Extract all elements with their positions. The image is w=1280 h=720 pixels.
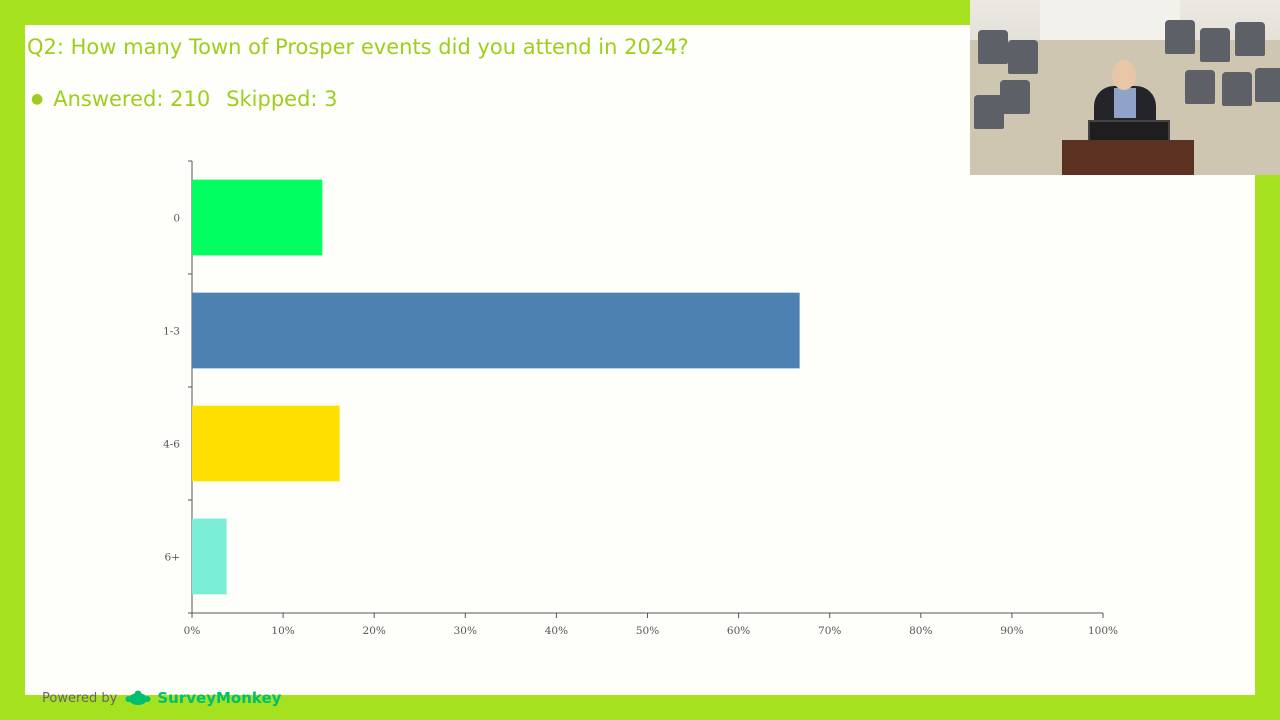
- chair-icon: [1185, 70, 1215, 104]
- chair-icon: [1222, 72, 1252, 106]
- chair-icon: [1008, 40, 1038, 74]
- footer-prefix: Powered by: [42, 690, 118, 706]
- chair-icon: [978, 30, 1008, 64]
- x-tick-label: 80%: [909, 625, 932, 637]
- answered-count: Answered: 210: [53, 87, 211, 111]
- bar-6+: [192, 518, 227, 595]
- category-label: 1-3: [163, 326, 180, 338]
- chair-icon: [1235, 22, 1265, 56]
- bullet-icon: ●: [31, 91, 44, 107]
- question-title: Q2: How many Town of Prosper events did …: [27, 35, 689, 59]
- x-tick-label: 70%: [818, 625, 841, 637]
- skipped-count: Skipped: 3: [226, 87, 338, 111]
- footer-brand: SurveyMonkey: [157, 689, 282, 707]
- chair-icon: [1200, 28, 1230, 62]
- category-label: 0: [173, 213, 180, 225]
- x-tick-label: 10%: [271, 625, 294, 637]
- speaker-shirt: [1114, 88, 1136, 118]
- surveymonkey-logo-icon: [125, 690, 151, 705]
- chair-icon: [1165, 20, 1195, 54]
- chair-icon: [1000, 80, 1030, 114]
- bar-0: [192, 179, 323, 256]
- bar-1-3: [192, 292, 800, 369]
- webcam-feed: [970, 0, 1280, 175]
- x-tick-label: 90%: [1000, 625, 1023, 637]
- bar-chart: 0 1-3 4-6 6+ 0% 10% 20% 30% 40% 50% 60% 70% 80% 90% 10…: [163, 160, 1118, 637]
- video-back-wall: [1040, 0, 1180, 40]
- bar-4-6: [192, 405, 340, 482]
- footer: Powered by SurveyMonkey: [42, 689, 281, 707]
- response-stats: ● Answered: 210 Skipped: 3: [31, 87, 338, 111]
- x-tick-label: 20%: [363, 625, 386, 637]
- category-label: 6+: [165, 552, 180, 564]
- x-tick-label: 60%: [727, 625, 750, 637]
- chair-icon: [974, 95, 1004, 129]
- x-tick-label: 100%: [1088, 625, 1118, 637]
- x-tick-label: 50%: [636, 625, 659, 637]
- x-tick-label: 30%: [454, 625, 477, 637]
- x-tick-label: 40%: [545, 625, 568, 637]
- chair-icon: [1255, 68, 1280, 102]
- speaker-head: [1112, 60, 1136, 90]
- podium: [1062, 140, 1194, 175]
- category-label: 4-6: [163, 439, 180, 451]
- x-tick-label: 0%: [184, 625, 201, 637]
